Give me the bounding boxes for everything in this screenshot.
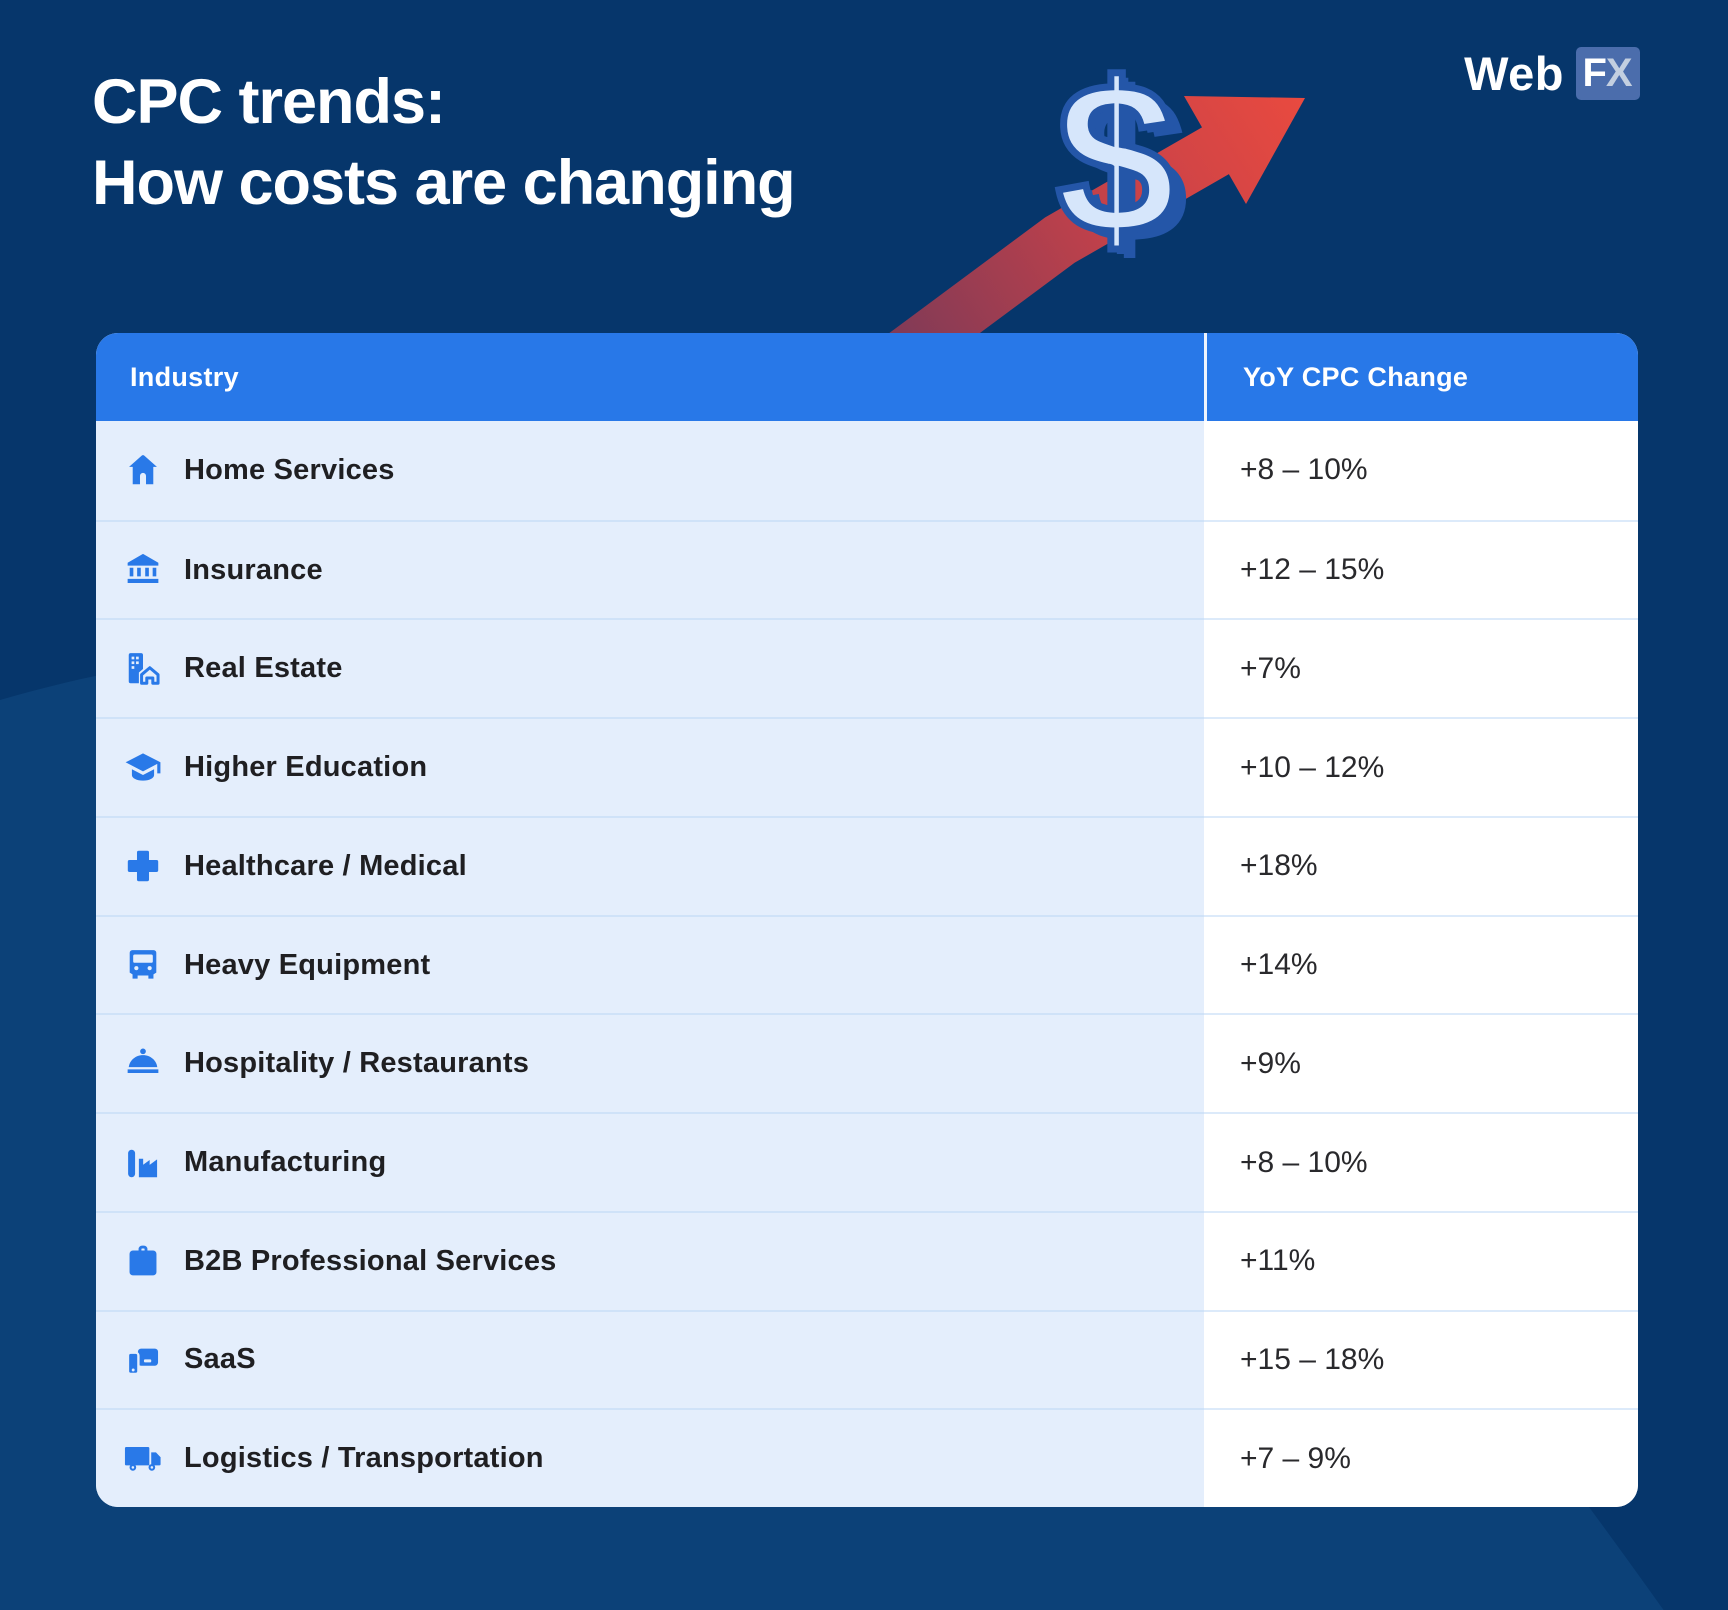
page-title-line-2: How costs are changing (92, 147, 796, 218)
industry-label: Logistics / Transportation (184, 1442, 544, 1475)
cloche-icon (124, 1045, 162, 1083)
table-row: Insurance +12 – 15% (96, 519, 1638, 619)
industry-label: SaaS (184, 1343, 256, 1376)
header-industry: Industry (130, 361, 239, 392)
header-yoy-cpc-change: YoY CPC Change (1204, 333, 1638, 421)
industry-label: Heavy Equipment (184, 948, 431, 981)
brand-web-text: Web (1464, 47, 1564, 100)
industry-cell: B2B Professional Services (96, 1210, 1204, 1310)
brand-fx-letter-x: X (1605, 51, 1634, 95)
yoy-cpc-value: +15 – 18% (1204, 1309, 1638, 1409)
table-row: Heavy Equipment +14% (96, 914, 1638, 1014)
industry-label: Home Services (184, 453, 395, 486)
yoy-cpc-value: +7% (1204, 618, 1638, 718)
devices-icon (124, 1341, 162, 1379)
industry-cell: Higher Education (96, 717, 1204, 816)
table-row: Manufacturing +8 – 10% (96, 1112, 1638, 1211)
yoy-cpc-value: +12 – 15% (1204, 519, 1638, 619)
industry-cell: Real Estate (96, 618, 1204, 718)
industry-cell: Home Services (96, 421, 1204, 520)
table-header: Industry YoY CPC Change (96, 333, 1638, 421)
industry-cell: Heavy Equipment (96, 914, 1204, 1014)
cpc-table: Industry YoY CPC Change Home Services +8… (96, 333, 1638, 1507)
dollar-sign-icon: $ (1052, 37, 1179, 279)
heavy-truck-icon (124, 946, 162, 984)
table-row: Hospitality / Restaurants +9% (96, 1013, 1638, 1113)
table-row: Real Estate +7% (96, 618, 1638, 718)
industry-label: Higher Education (184, 751, 428, 784)
table-row: Healthcare / Medical +18% (96, 815, 1638, 915)
yoy-cpc-value: +14% (1204, 914, 1638, 1014)
table-row: SaaS +15 – 18% (96, 1309, 1638, 1409)
table-row: Logistics / Transportation +7 – 9% (96, 1408, 1638, 1507)
table-row: Home Services +8 – 10% (96, 421, 1638, 520)
brand-fx-box: F X (1576, 47, 1640, 100)
industry-cell: Manufacturing (96, 1112, 1204, 1211)
yoy-cpc-value: +18% (1204, 815, 1638, 915)
home-icon (124, 451, 162, 489)
brand-logo: Web F X (1464, 46, 1640, 101)
table-row: Higher Education +10 – 12% (96, 717, 1638, 816)
graduation-cap-icon (124, 749, 162, 787)
industry-label: Insurance (184, 553, 323, 586)
page-title: CPC trends: How costs are changing (92, 62, 796, 223)
table-row: B2B Professional Services +11% (96, 1210, 1638, 1310)
industry-cell: SaaS (96, 1309, 1204, 1409)
briefcase-icon (124, 1242, 162, 1280)
yoy-cpc-value: +10 – 12% (1204, 717, 1638, 816)
industry-label: B2B Professional Services (184, 1244, 557, 1277)
industry-cell: Insurance (96, 519, 1204, 619)
yoy-cpc-value: +9% (1204, 1013, 1638, 1113)
yoy-cpc-value: +11% (1204, 1210, 1638, 1310)
industry-label: Hospitality / Restaurants (184, 1047, 530, 1080)
industry-cell: Healthcare / Medical (96, 815, 1204, 915)
industry-cell: Hospitality / Restaurants (96, 1013, 1204, 1113)
brand-fx-letter-f: F (1582, 51, 1608, 95)
yoy-cpc-value: +8 – 10% (1204, 421, 1638, 520)
medical-cross-icon (124, 847, 162, 885)
building-house-icon (124, 650, 162, 688)
delivery-truck-icon (124, 1440, 162, 1478)
yoy-cpc-value: +8 – 10% (1204, 1112, 1638, 1211)
factory-icon (124, 1144, 162, 1182)
page-title-line-1: CPC trends: (92, 67, 446, 137)
industry-label: Real Estate (184, 652, 343, 685)
yoy-cpc-value: +7 – 9% (1204, 1408, 1638, 1507)
industry-label: Manufacturing (184, 1146, 387, 1178)
industry-label: Healthcare / Medical (184, 849, 467, 882)
bank-icon (124, 551, 162, 589)
table-body: Home Services +8 – 10% Insurance +12 – 1… (96, 421, 1638, 1507)
industry-cell: Logistics / Transportation (96, 1408, 1204, 1507)
